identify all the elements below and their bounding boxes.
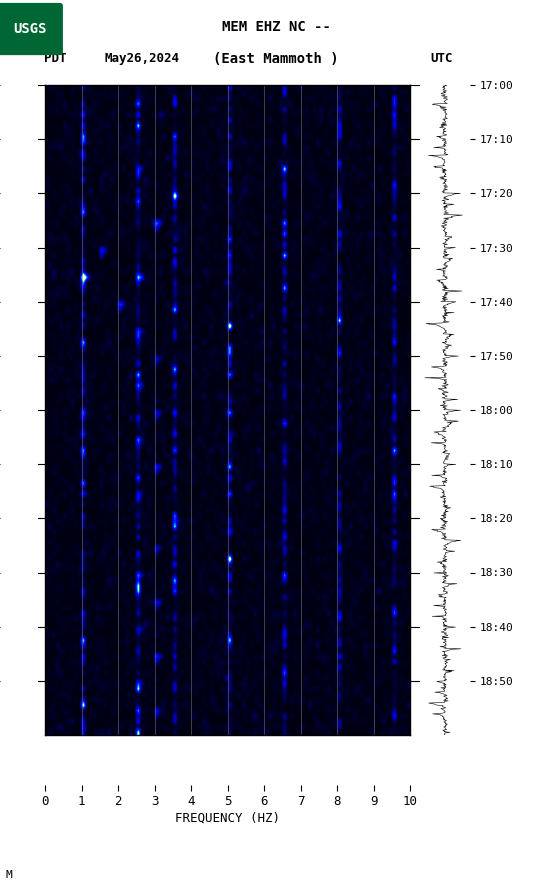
- Text: M: M: [6, 870, 12, 880]
- FancyBboxPatch shape: [0, 3, 63, 55]
- Text: (East Mammoth ): (East Mammoth ): [213, 52, 339, 66]
- Text: PDT: PDT: [44, 53, 67, 65]
- Text: UTC: UTC: [431, 53, 453, 65]
- Text: MEM EHZ NC --: MEM EHZ NC --: [221, 20, 331, 34]
- Text: May26,2024: May26,2024: [105, 53, 180, 65]
- Text: USGS: USGS: [13, 22, 46, 36]
- X-axis label: FREQUENCY (HZ): FREQUENCY (HZ): [175, 811, 280, 824]
